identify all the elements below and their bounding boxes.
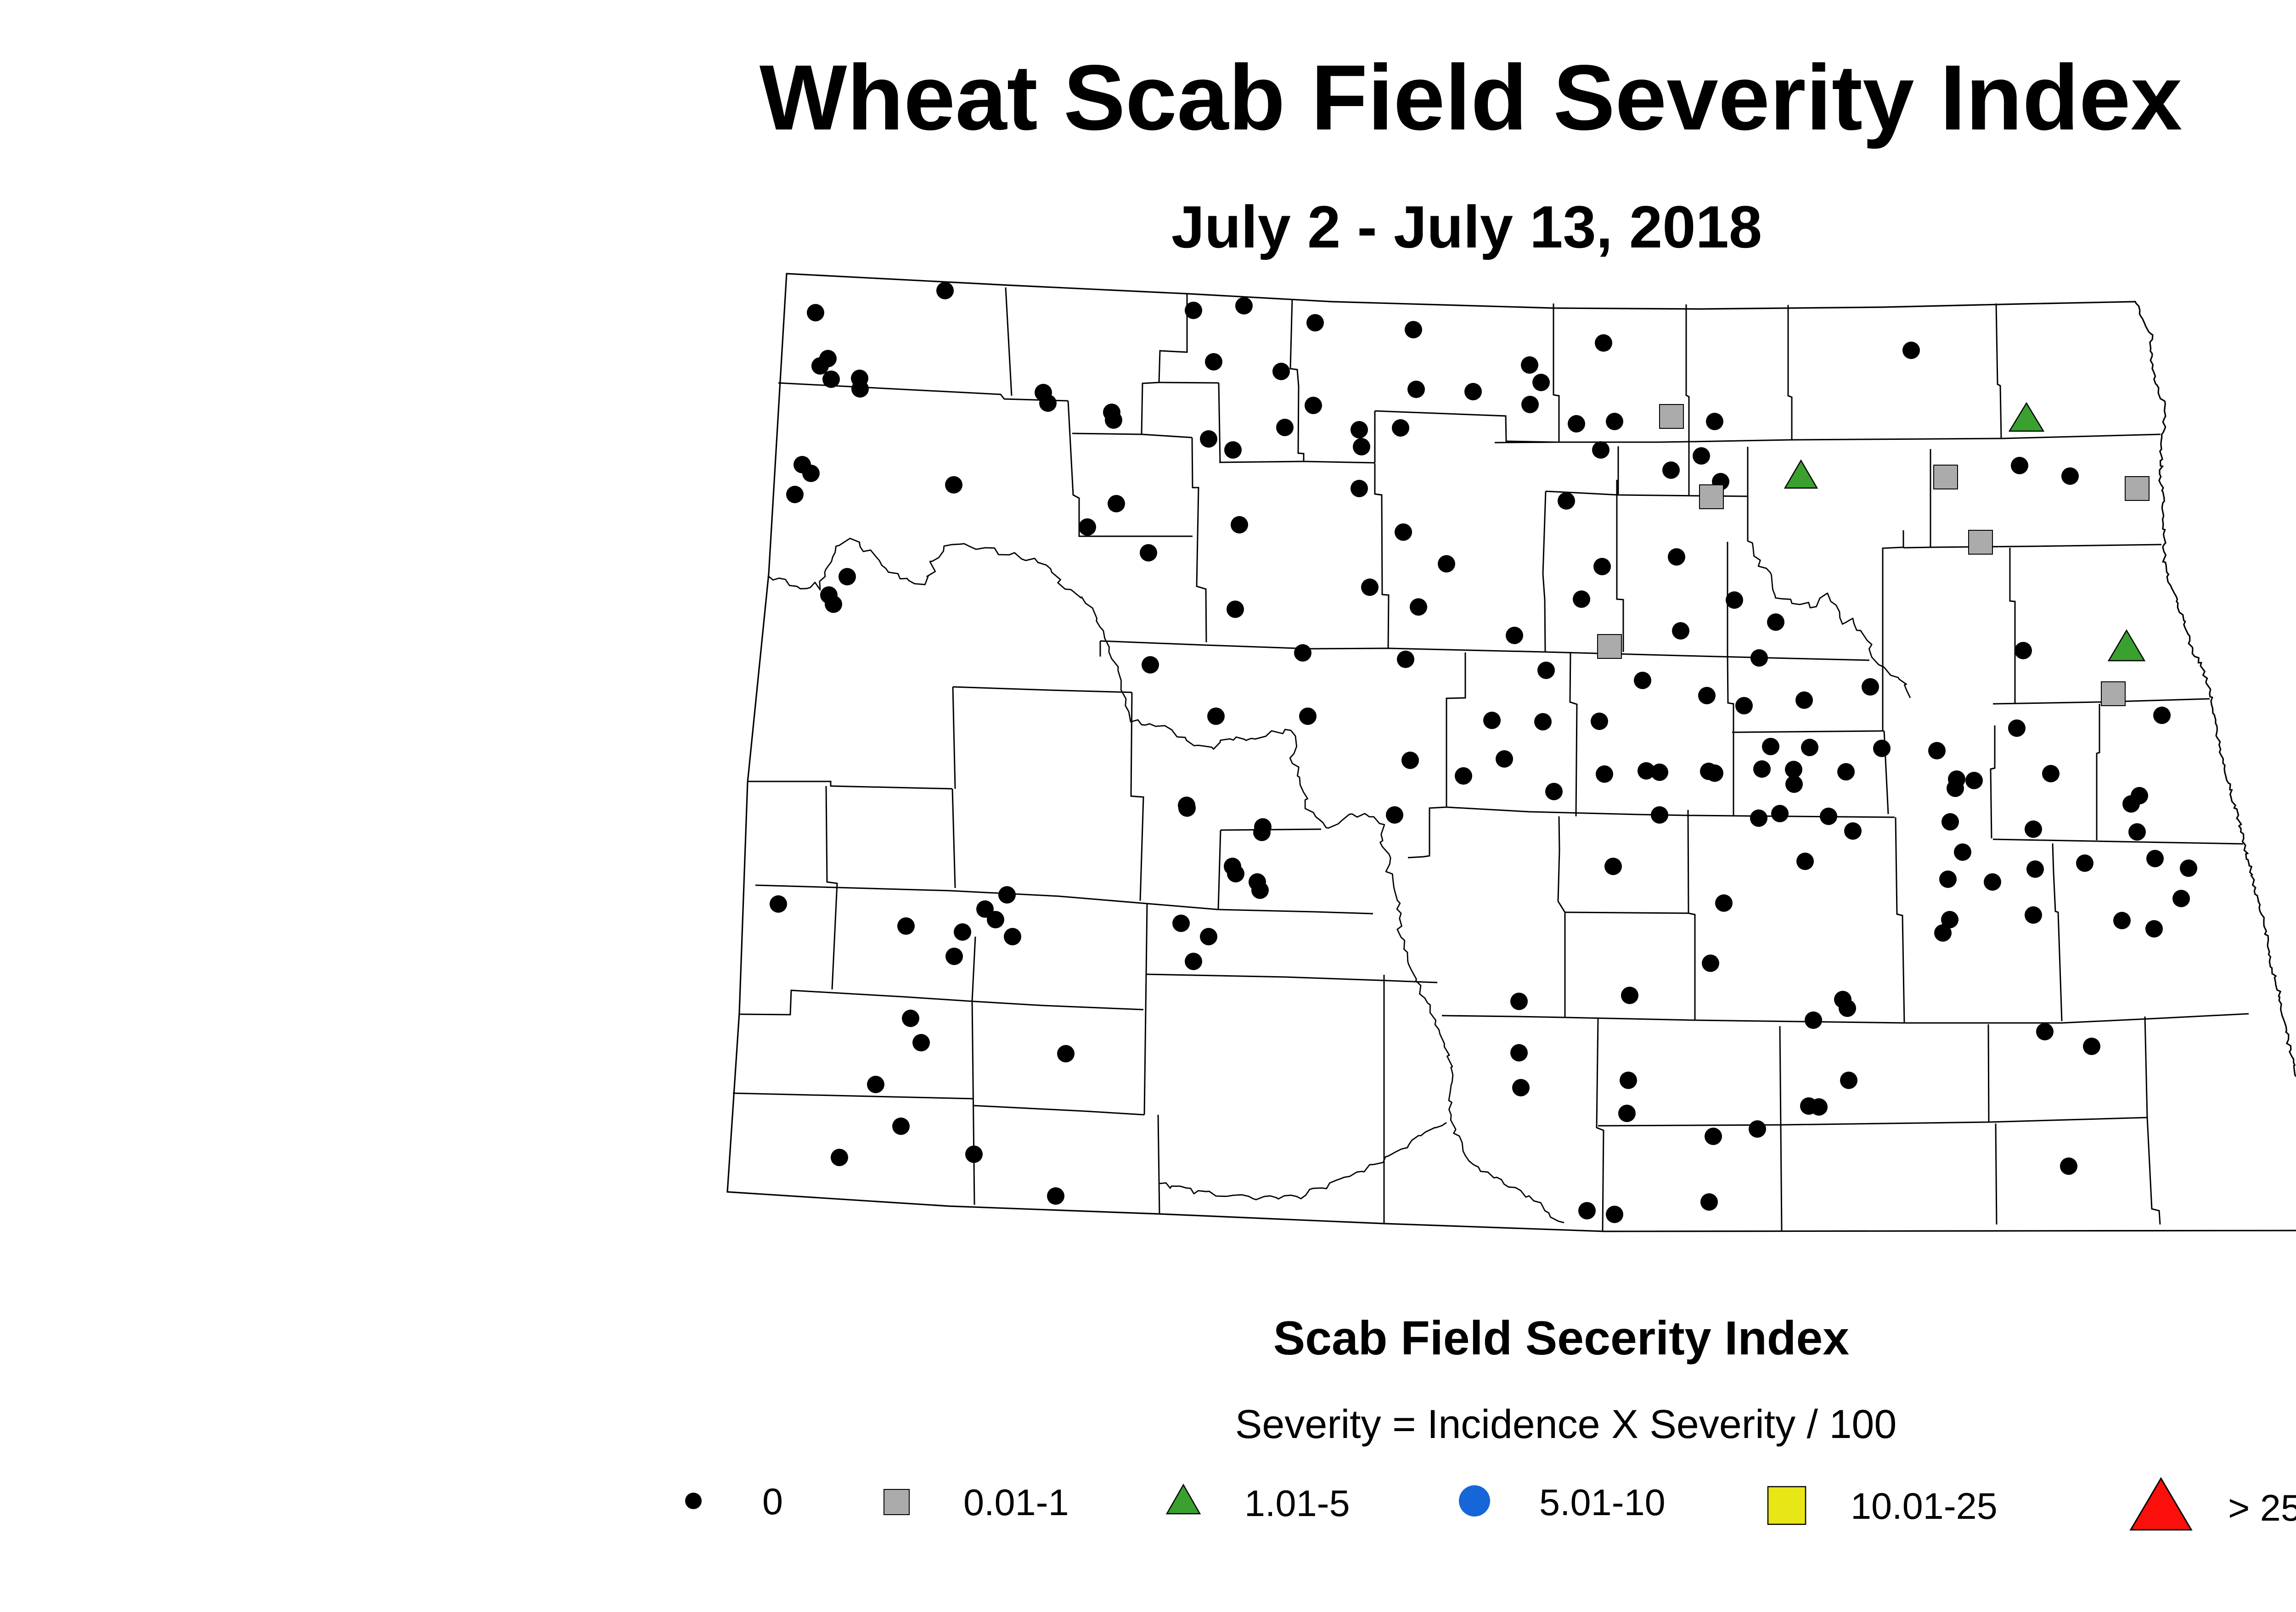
svg-text:5.01-10: 5.01-10 — [1539, 1482, 1666, 1523]
svg-text:10.01-25: 10.01-25 — [1851, 1486, 1998, 1527]
svg-text:July 2 - July 13, 2018: July 2 - July 13, 2018 — [1171, 193, 1762, 260]
svg-text:1.01-5: 1.01-5 — [1244, 1483, 1350, 1524]
svg-text:0: 0 — [762, 1481, 783, 1522]
svg-text:0.01-1: 0.01-1 — [963, 1482, 1069, 1523]
svg-text:> 25: > 25 — [2228, 1488, 2296, 1529]
svg-text:Wheat Scab Field Severity Inde: Wheat Scab Field Severity Index — [760, 45, 2182, 149]
svg-text:Severity = Incidence X Severit: Severity = Incidence X Severity / 100 — [1235, 1401, 1897, 1447]
svg-text:Scab Field Secerity Index: Scab Field Secerity Index — [1273, 1312, 1849, 1365]
